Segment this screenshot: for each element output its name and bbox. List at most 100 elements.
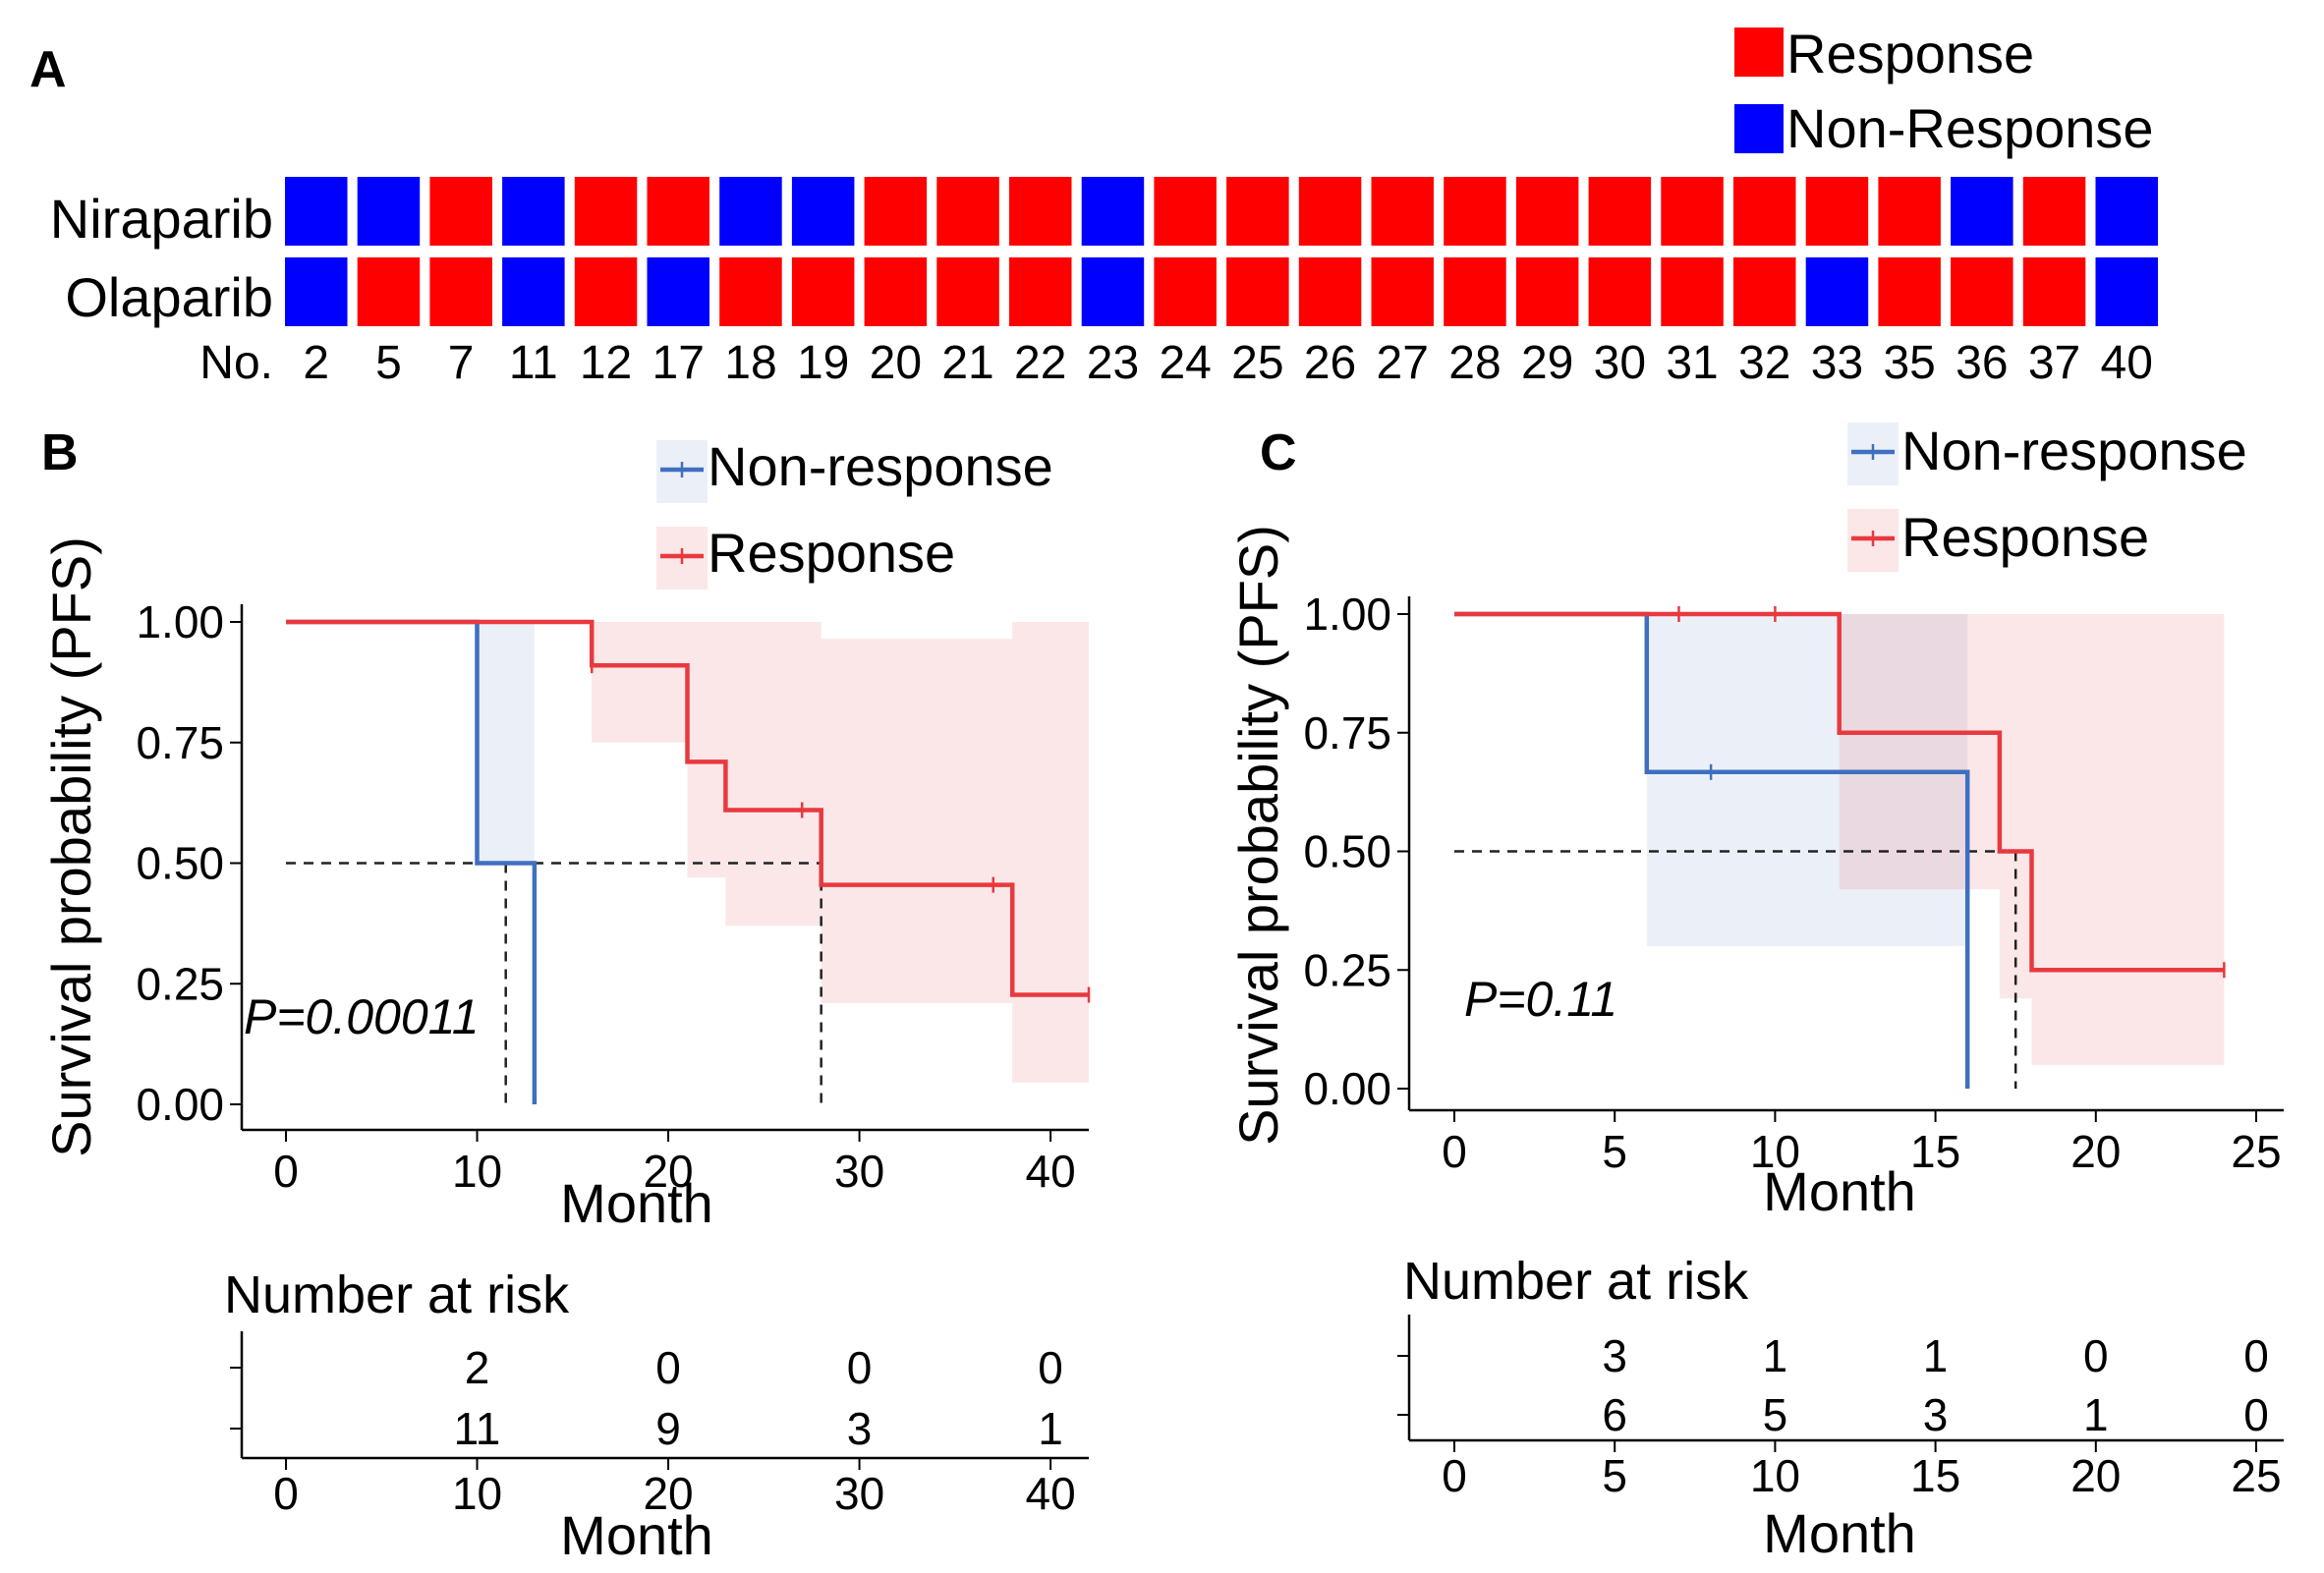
km-b-ytick-label-1: 0.25: [136, 958, 224, 1009]
km-c-legend-non-response: Non-response: [1901, 420, 2247, 481]
heatmap-cell-niraparib-19: [791, 177, 855, 246]
km-c-xtick-label-4: 20: [2070, 1126, 2121, 1177]
heatmap-cell-olaparib-11: [502, 257, 565, 326]
heatmap-cell-niraparib-28: [1444, 177, 1506, 246]
heatmap-cell-olaparib-17: [647, 257, 709, 326]
column-label-20: 20: [870, 337, 922, 389]
km-c-ylabel: Survival probability (PFS): [1227, 525, 1289, 1146]
km-b-risk-non-response-40: 0: [1038, 1342, 1063, 1393]
heatmap-cell-niraparib-11: [502, 177, 565, 246]
km-plot-c: Non-response Response Survival probabili…: [1227, 420, 2284, 1222]
km-b-ci-0-0: [477, 622, 535, 864]
km-b-risk-xtick-label-1: 10: [452, 1468, 502, 1519]
heatmap-cell-olaparib-32: [1733, 257, 1796, 326]
km-b-pvalue: P=0.00011: [244, 989, 480, 1044]
km-c-curve-response: [1454, 611, 2225, 973]
km-c-risk-response-20: 1: [2083, 1389, 2109, 1440]
km-b-risk-response-40: 1: [1038, 1403, 1063, 1454]
km-plot-b: Non-response Response Survival probabili…: [40, 435, 1091, 1234]
km-b-ci-1-3: [821, 639, 1013, 1003]
km-c-ytick-label-2: 0.50: [1303, 826, 1391, 877]
risk-table-b: Number at risk Month 2 0 0 011 9 3 10 10 20 30 40: [224, 1265, 1089, 1566]
column-label-33: 33: [1811, 337, 1863, 389]
km-b-ylabel: Survival probability (PFS): [40, 536, 102, 1157]
heatmap-cell-olaparib-12: [574, 257, 638, 326]
km-c-ci-1-0: [1839, 614, 2000, 890]
heatmap-cell-niraparib-26: [1298, 177, 1362, 246]
km-c-ytick-label-4: 1.00: [1303, 589, 1391, 640]
heatmap-cell-niraparib-40: [2095, 177, 2158, 246]
risk-table-c: Number at risk Month 3 1 1 0 06 5 3 1 00 5 10 15 20 2…: [1397, 1252, 2284, 1564]
km-c-pvalue: P=0.11: [1464, 972, 1617, 1027]
heatmap-cell-niraparib-32: [1733, 177, 1796, 246]
km-b-risk-xtick-label-3: 30: [834, 1468, 884, 1519]
km-b-risk-xtick-label-4: 40: [1026, 1468, 1076, 1519]
heatmap-cell-niraparib-35: [1878, 177, 1941, 246]
heatmap-cell-niraparib-27: [1371, 177, 1434, 246]
heatmap-cell-olaparib-29: [1515, 257, 1579, 326]
km-c-risk-non-response-5: 3: [1602, 1330, 1627, 1381]
legend-non-response-swatch: [1734, 104, 1784, 153]
km-c-risk-xtick-label-0: 0: [1442, 1450, 1467, 1501]
heatmap-cell-niraparib-25: [1226, 177, 1289, 246]
column-label-36: 36: [1956, 337, 2008, 389]
km-c-ytick-label-3: 0.75: [1303, 707, 1391, 758]
km-c-risk-response-5: 6: [1602, 1389, 1627, 1440]
heatmap-cell-olaparib-21: [936, 257, 999, 326]
column-label-2: 2: [303, 337, 329, 389]
column-label-31: 31: [1666, 337, 1718, 389]
column-label-22: 22: [1014, 337, 1066, 389]
legend-response-label: Response: [1786, 23, 2034, 84]
legend-response-swatch: [1734, 28, 1784, 77]
km-b-risk-xtick-label-0: 0: [273, 1468, 299, 1519]
km-c-risk-response-10: 5: [1763, 1389, 1788, 1440]
km-c-risk-xtick-label-4: 20: [2070, 1450, 2121, 1501]
risk-b-title: Number at risk: [224, 1265, 570, 1324]
km-b-ci-1-2: [725, 622, 822, 927]
km-c-ytick-label-1: 0.25: [1303, 944, 1391, 995]
km-b-xtick-label-2: 20: [643, 1146, 693, 1197]
heatmap-cell-olaparib-37: [2022, 257, 2086, 326]
km-c-ci-0-0: [1646, 614, 1968, 947]
heatmap-cell-olaparib-23: [1081, 257, 1145, 326]
km-b-xlabel: Month: [560, 1172, 713, 1234]
heatmap-cell-olaparib-33: [1805, 257, 1869, 326]
km-c-risk-xtick-label-5: 25: [2231, 1450, 2281, 1501]
heatmap-cell-niraparib-23: [1081, 177, 1145, 246]
km-c-ytick-label-0: 0.00: [1303, 1063, 1391, 1114]
km-c-risk-non-response-10: 1: [1763, 1330, 1788, 1381]
km-c-risk-non-response-20: 0: [2083, 1330, 2109, 1381]
heatmap-cell-olaparib-20: [864, 257, 928, 326]
heatmap-cell-niraparib-21: [936, 177, 999, 246]
km-c-risk-xtick-label-3: 15: [1910, 1450, 1960, 1501]
km-c-risk-non-response-15: 1: [1923, 1330, 1949, 1381]
km-b-ci-1-1: [687, 622, 726, 878]
km-c-xtick-label-1: 5: [1602, 1126, 1627, 1177]
heatmap-cell-niraparib-7: [429, 177, 492, 246]
column-label-40: 40: [2101, 337, 2153, 389]
km-c-risk-response-25: 0: [2243, 1389, 2269, 1440]
heatmap-cell-niraparib-17: [647, 177, 709, 246]
column-label-37: 37: [2028, 337, 2080, 389]
heatmap-cell-olaparib-35: [1878, 257, 1941, 326]
heatmap-cell-olaparib-30: [1588, 257, 1652, 326]
km-c-xtick-label-0: 0: [1442, 1126, 1467, 1177]
km-b-risk-xtick-label-2: 20: [643, 1468, 693, 1519]
heatmap-cell-olaparib-36: [1951, 257, 2013, 326]
km-b-ci-1-0: [592, 622, 688, 743]
heatmap-cell-niraparib-5: [357, 177, 421, 246]
km-b-xtick-label-1: 10: [452, 1146, 502, 1197]
heatmap-cell-olaparib-28: [1444, 257, 1506, 326]
km-b-risk-non-response-20: 0: [655, 1342, 681, 1393]
heatmap-cell-niraparib-37: [2022, 177, 2086, 246]
km-b-legend-non-response: Non-response: [708, 435, 1053, 497]
heatmap-cell-niraparib-18: [719, 177, 782, 246]
column-label-7: 7: [448, 337, 475, 389]
response-heatmap: 2 5 7 11 12 17 18 19 20 21 22 23 24 25 26 27 28 29 30 31 32 3…: [285, 177, 2158, 389]
column-label-19: 19: [797, 337, 849, 389]
column-label-18: 18: [724, 337, 776, 389]
km-c-ci-1-2: [2031, 614, 2225, 1065]
risk-c-xlabel: Month: [1763, 1502, 1916, 1564]
heatmap-cell-niraparib-31: [1661, 177, 1724, 246]
